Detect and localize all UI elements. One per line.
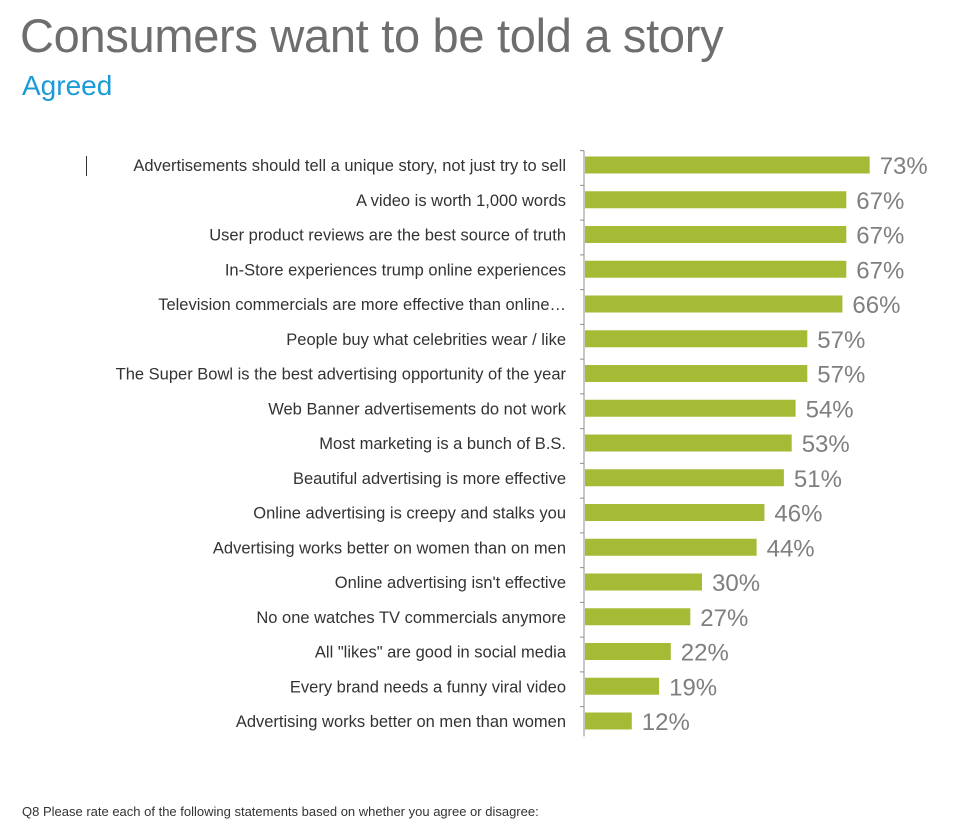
category-label: In-Store experiences trump online experi… xyxy=(225,261,566,279)
category-label: Advertising works better on women than o… xyxy=(213,539,566,557)
data-label: 22% xyxy=(681,640,729,667)
bar xyxy=(585,643,671,660)
data-label: 12% xyxy=(642,709,690,736)
footnote: Q8 Please rate each of the following sta… xyxy=(22,804,539,819)
bar xyxy=(585,608,691,626)
bar xyxy=(585,226,847,243)
data-label: 57% xyxy=(817,362,865,389)
category-label: User product reviews are the best source… xyxy=(209,227,566,245)
data-label: 73% xyxy=(880,153,928,180)
bar xyxy=(585,538,757,556)
chart-subtitle: Agreed xyxy=(22,70,113,101)
data-label: 46% xyxy=(774,501,822,528)
chart-title: Consumers want to be told a story xyxy=(20,9,724,62)
category-label: Advertisements should tell a unique stor… xyxy=(133,157,566,175)
bar xyxy=(585,712,632,730)
data-label: 67% xyxy=(856,223,904,250)
category-label: People buy what celebrities wear / like xyxy=(286,331,566,349)
bar xyxy=(585,330,808,348)
category-label: All "likes" are good in social media xyxy=(315,644,567,662)
category-label: The Super Bowl is the best advertising o… xyxy=(116,366,567,384)
bar xyxy=(585,399,796,417)
data-label: 66% xyxy=(852,292,900,319)
category-label: Online advertising isn't effective xyxy=(335,574,566,592)
bar xyxy=(585,573,702,591)
data-label: 51% xyxy=(794,466,842,493)
data-label: 53% xyxy=(802,431,850,458)
bar xyxy=(585,156,870,174)
data-label: 54% xyxy=(806,396,854,423)
bar xyxy=(585,260,847,278)
category-label: Television commercials are more effectiv… xyxy=(158,296,566,314)
category-label: Every brand needs a funny viral video xyxy=(290,678,566,696)
bar xyxy=(585,191,847,209)
bar xyxy=(585,469,784,487)
data-label: 27% xyxy=(700,605,748,632)
category-label: Web Banner advertisements do not work xyxy=(268,400,567,418)
bar xyxy=(585,677,660,695)
data-label: 44% xyxy=(767,535,815,562)
category-label: Beautiful advertising is more effective xyxy=(293,470,566,488)
data-label: 57% xyxy=(817,327,865,354)
bar xyxy=(585,295,843,313)
bar xyxy=(585,365,808,382)
data-label: 30% xyxy=(712,570,760,597)
bar xyxy=(585,504,765,521)
data-label: 19% xyxy=(669,674,717,701)
category-label: Advertising works better on men than wom… xyxy=(236,713,566,731)
category-label: No one watches TV commercials anymore xyxy=(256,609,566,627)
category-label: Most marketing is a bunch of B.S. xyxy=(319,435,566,453)
data-label: 67% xyxy=(856,257,904,284)
bar-chart: Advertisements should tell a unique stor… xyxy=(116,150,928,737)
data-label: 67% xyxy=(856,188,904,215)
category-label: A video is worth 1,000 words xyxy=(356,192,566,210)
text-cursor xyxy=(86,156,87,176)
bar xyxy=(585,434,792,452)
category-label: Online advertising is creepy and stalks … xyxy=(253,505,566,523)
